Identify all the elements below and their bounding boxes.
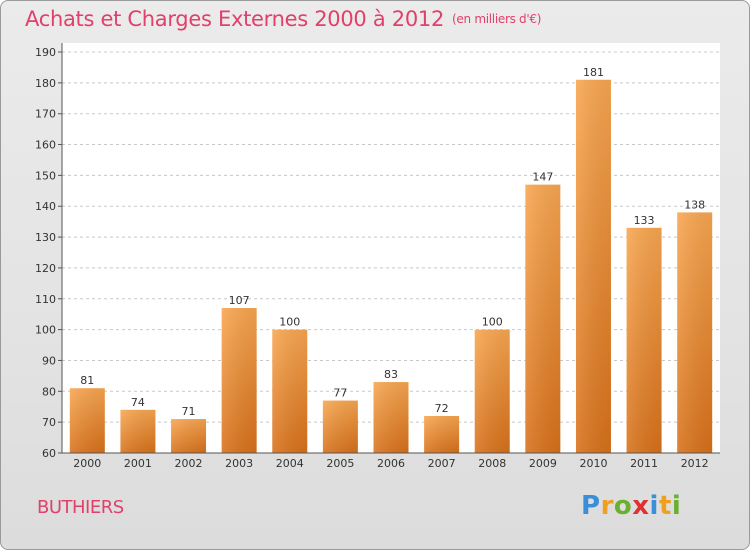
x-tick-label: 2001: [124, 457, 152, 470]
logo-letter: i: [671, 491, 682, 521]
logo-letter: r: [600, 491, 614, 521]
bar-shade: [626, 227, 662, 453]
y-tick-label: 80: [42, 385, 56, 398]
x-tick-label: 2007: [428, 457, 456, 470]
proxiti-logo: Proxiti: [581, 491, 681, 521]
y-tick-label: 90: [42, 354, 56, 367]
bar-shade: [69, 388, 105, 453]
logo-letter: P: [581, 491, 601, 521]
bar-value-label: 147: [532, 171, 553, 184]
y-tick-label: 190: [35, 46, 56, 59]
bar-value-label: 71: [182, 405, 196, 418]
bar-shade: [424, 415, 460, 453]
y-tick-label: 120: [35, 262, 56, 275]
bar-shade: [474, 329, 510, 453]
bar-value-label: 72: [435, 402, 449, 415]
y-tick-label: 180: [35, 77, 56, 90]
y-tick-label: 110: [35, 293, 56, 306]
y-tick-label: 140: [35, 200, 56, 213]
y-tick-label: 100: [35, 324, 56, 337]
logo-letter: t: [658, 491, 672, 521]
bar-value-label: 81: [80, 374, 94, 387]
x-tick-label: 2002: [175, 457, 203, 470]
bar-value-label: 133: [634, 214, 655, 227]
bar-shade: [221, 308, 257, 453]
y-tick-label: 170: [35, 108, 56, 121]
chart-title-text: Achats et Charges Externes 2000 à 2012: [25, 7, 445, 31]
bar-value-label: 138: [684, 198, 705, 211]
bars: 81 74 71 107 100 77 83 72 100 147 181 133 138: [69, 66, 713, 453]
x-tick-label: 2005: [326, 457, 354, 470]
x-tick-label: 2008: [478, 457, 506, 470]
bar-shade: [272, 329, 308, 453]
bar-shade: [373, 382, 409, 453]
location-label: BUTHIERS: [37, 497, 124, 518]
x-tick-label: 2004: [276, 457, 304, 470]
bar-shade: [171, 419, 207, 453]
logo-letter: o: [613, 491, 633, 521]
y-tick-label: 70: [42, 416, 56, 429]
bar-value-label: 100: [482, 316, 503, 329]
x-tick-label: 2003: [225, 457, 253, 470]
chart-subtitle: (en milliers d'€): [452, 12, 542, 26]
y-tick-label: 60: [42, 447, 56, 460]
x-tick-label: 2011: [630, 457, 658, 470]
x-tick-label: 2000: [73, 457, 101, 470]
bar-value-label: 181: [583, 66, 604, 79]
x-tick-label: 2010: [579, 457, 607, 470]
x-tick-label: 2009: [529, 457, 557, 470]
y-axis: 60 70 80 90 100 110 120 130 140 150 160 170 180 190: [35, 43, 63, 460]
y-tick-label: 130: [35, 231, 56, 244]
chart-title: Achats et Charges Externes 2000 à 2012 (e…: [25, 7, 541, 31]
bar-shade: [120, 409, 156, 453]
x-tick-label: 2006: [377, 457, 405, 470]
bar-value-label: 83: [384, 368, 398, 381]
bar-value-label: 77: [333, 387, 347, 400]
x-tick-label: 2012: [681, 457, 709, 470]
logo-letter: i: [649, 491, 659, 521]
bar-shade: [575, 79, 611, 453]
logo-letter: x: [632, 491, 650, 521]
bar-value-label: 74: [131, 396, 145, 409]
bar-shade: [525, 184, 561, 453]
x-axis: 2000 2001 2002 2003 2004 2005 2006 2007 2008 2009…: [62, 452, 720, 470]
y-tick-label: 160: [35, 139, 56, 152]
bar-shade: [677, 212, 713, 453]
bar-value-label: 100: [279, 316, 300, 329]
bar-value-label: 107: [229, 294, 250, 307]
bar-shade: [322, 400, 358, 453]
y-tick-label: 150: [35, 169, 56, 182]
